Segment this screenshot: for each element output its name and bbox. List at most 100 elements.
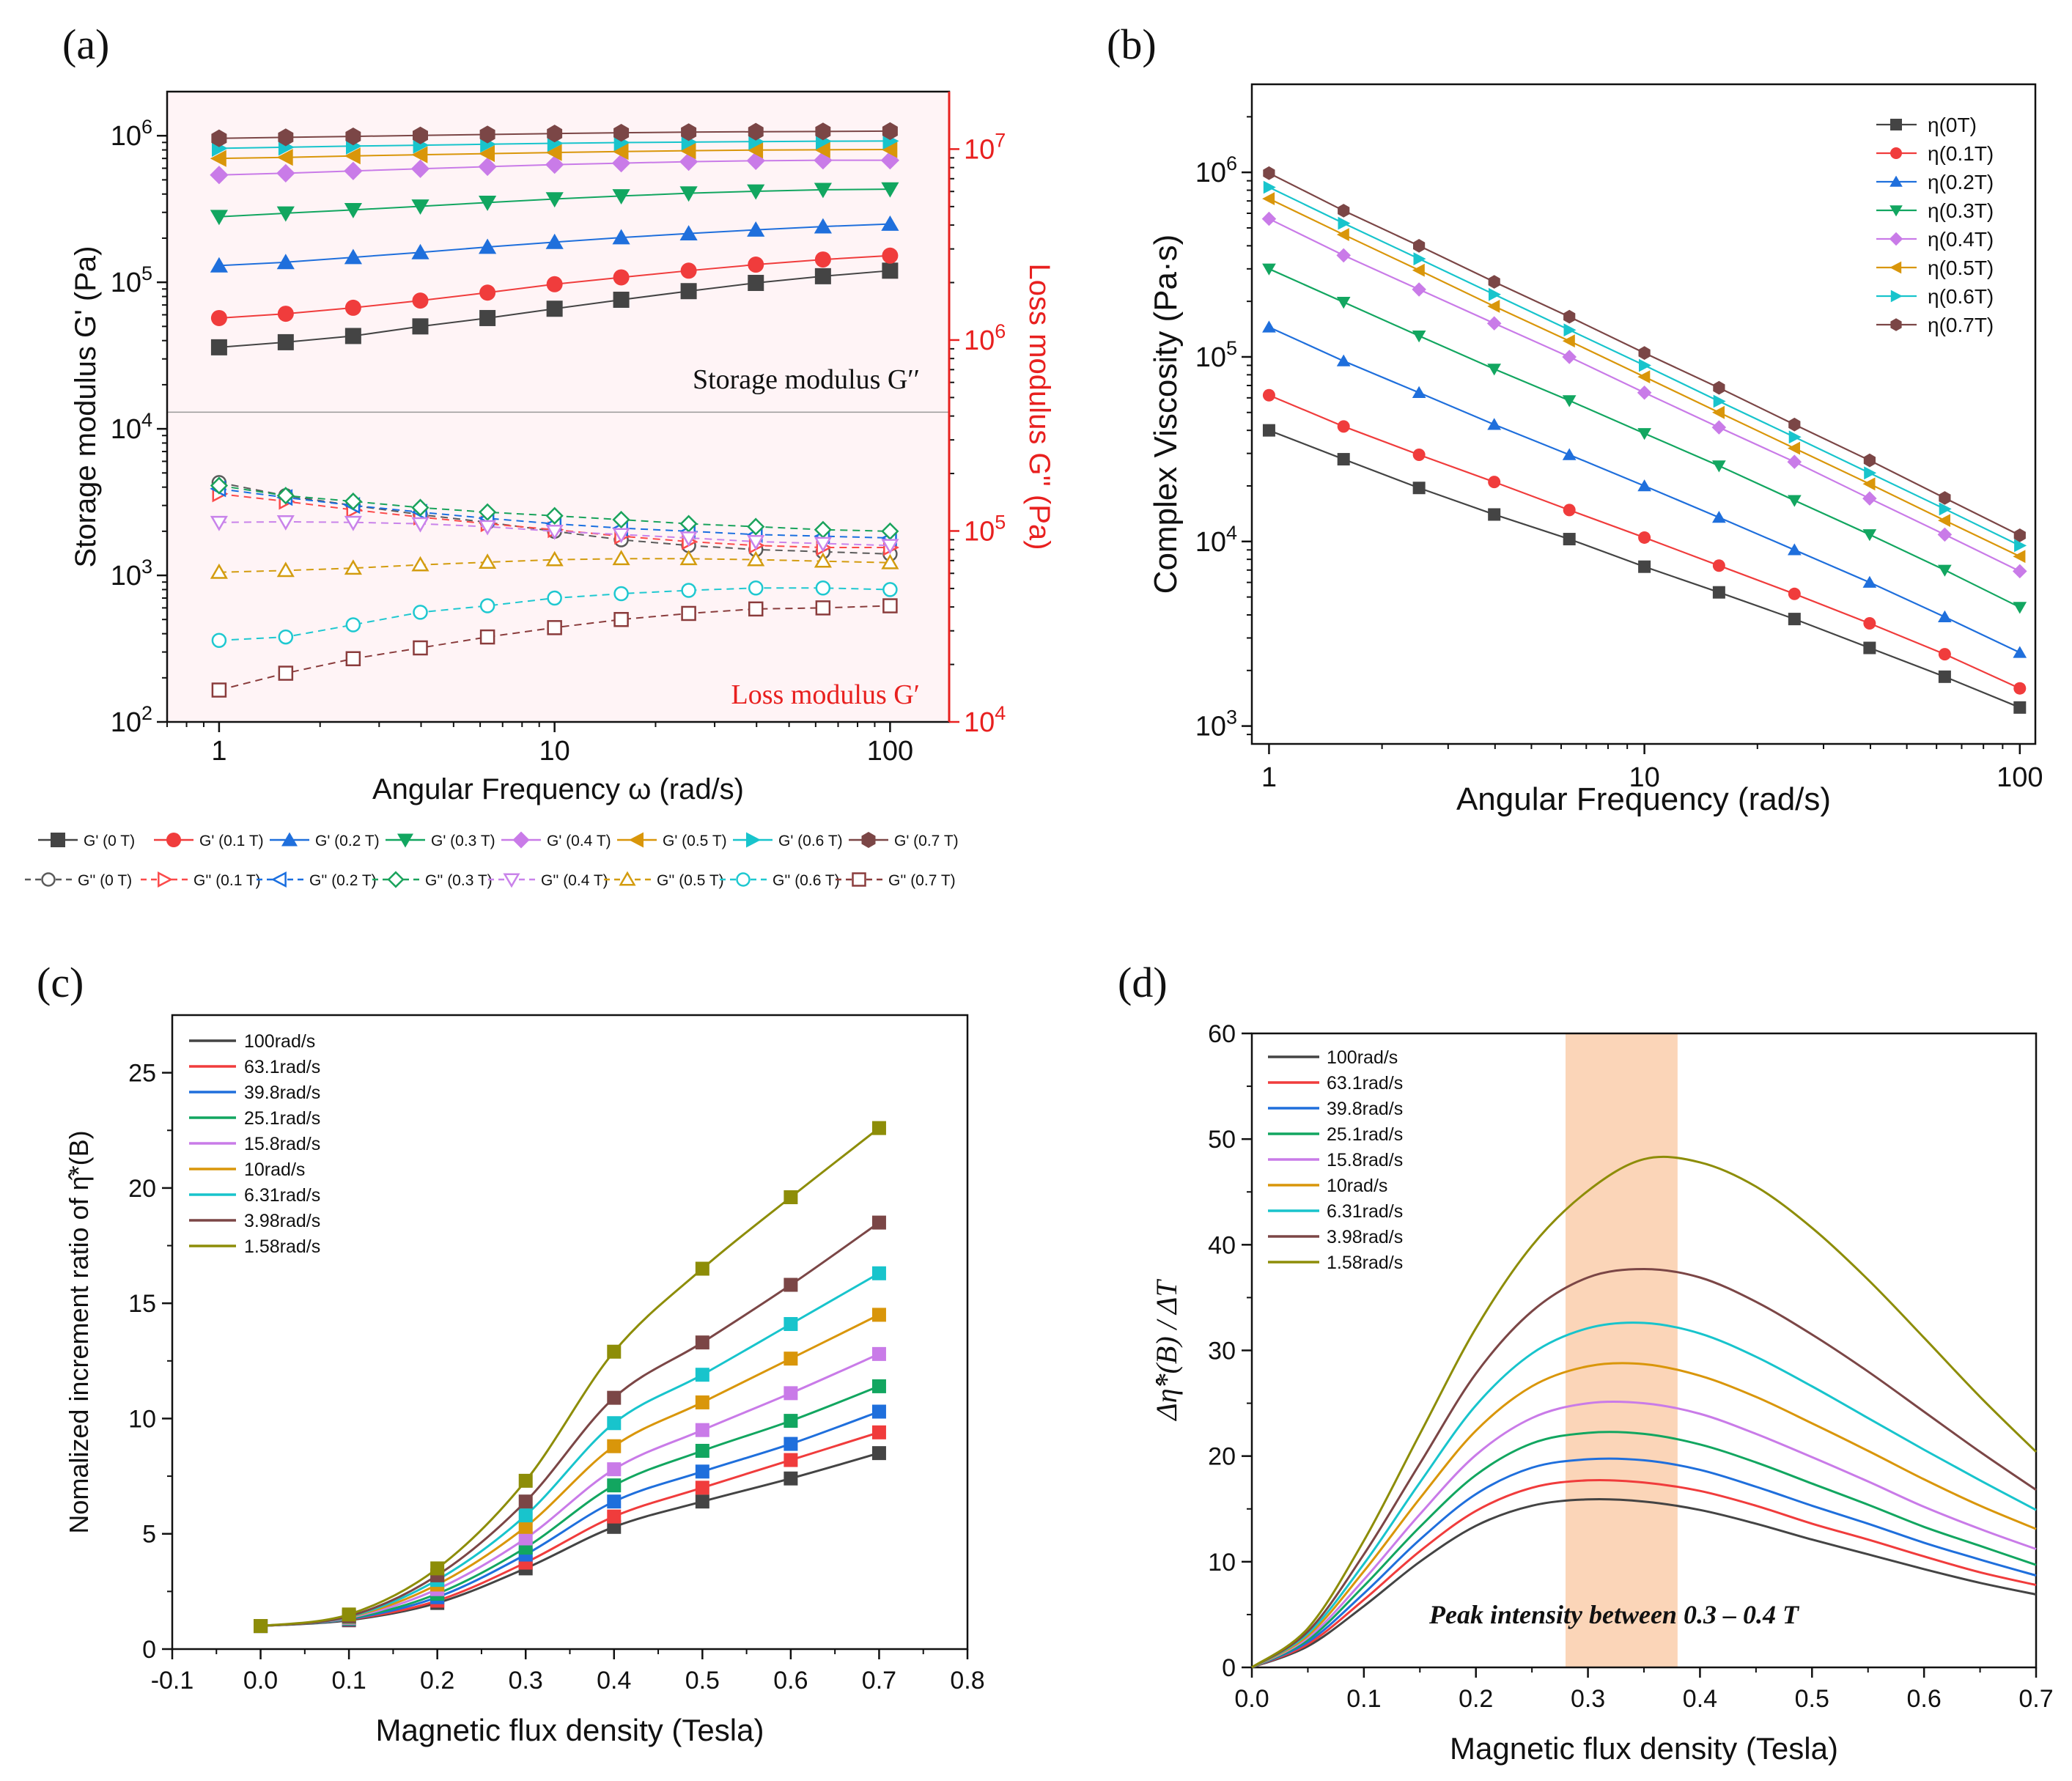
data-point (871, 1425, 886, 1439)
x-tick-label: 0.3 (1571, 1685, 1605, 1713)
data-point (1336, 297, 1351, 309)
plot-frame (171, 1014, 969, 1651)
data-point (695, 1464, 709, 1479)
x-tick-label: 10 (539, 736, 570, 767)
data-point (1637, 370, 1651, 384)
data-point (1412, 386, 1426, 398)
legend-label: η(0.5T) (1928, 257, 1994, 279)
data-point-storage (814, 268, 831, 284)
data-point (784, 1352, 798, 1366)
legend-label: G' (0.6 T) (778, 833, 843, 849)
legend-marker (1889, 205, 1903, 217)
data-point-storage (612, 143, 629, 161)
y-tick-label: 106 (1195, 152, 1237, 188)
data-point-loss (545, 550, 564, 567)
legend-label: G'' (0.5 T) (657, 872, 724, 889)
data-point-loss (814, 536, 832, 553)
data-point-loss (276, 515, 295, 531)
data-point (1863, 453, 1876, 468)
data-point (1563, 533, 1576, 546)
data-point (1336, 228, 1349, 241)
data-point-loss (881, 553, 899, 569)
data-point-storage (276, 163, 295, 182)
data-point (1639, 358, 1651, 372)
data-point (1487, 364, 1501, 376)
data-point-storage (679, 186, 698, 202)
data-point-storage (748, 275, 764, 292)
panel-label-d: (d) (1118, 959, 1168, 1006)
data-point-storage (814, 182, 832, 199)
data-point-loss (681, 583, 696, 598)
y-tick-label: 102 (111, 702, 152, 738)
data-point (1788, 495, 1802, 507)
legend-label: η(0.1T) (1928, 142, 1994, 165)
series-line (1251, 1400, 2037, 1669)
data-point-storage (545, 155, 564, 174)
data-point-loss (278, 665, 294, 681)
y-tick-label: 50 (1208, 1126, 1236, 1154)
data-point-loss (882, 582, 898, 597)
data-point (871, 1266, 886, 1280)
data-point (254, 1619, 268, 1634)
legend-label: G' (0.1 T) (199, 833, 264, 849)
data-point-storage (613, 269, 630, 286)
data-point (1413, 252, 1426, 266)
legend-marker (166, 833, 181, 847)
y-tick-label: 10 (128, 1405, 156, 1433)
data-point (1263, 180, 1276, 194)
legend-label: G'' (0.1 T) (193, 872, 261, 889)
legend-label: G' (0.4 T) (547, 833, 611, 849)
data-point-storage (278, 128, 294, 147)
data-point (1862, 477, 1876, 491)
data-point (1938, 514, 1950, 527)
x-tick-label: 1 (211, 736, 226, 767)
series-line (1251, 1478, 2037, 1669)
data-point (1261, 211, 1277, 226)
data-point-loss (747, 517, 765, 536)
legend-label: η(0.6T) (1928, 285, 1994, 308)
legend-marker (41, 872, 56, 887)
data-point (607, 1509, 622, 1524)
data-point (871, 1346, 886, 1361)
data-point (518, 1508, 533, 1523)
x-tick-label: 100 (1997, 762, 2043, 793)
annotation-loss: Loss modulus G′ (731, 679, 920, 710)
data-point (1788, 613, 1801, 626)
y2-axis-label: Loss modulus G'' (Pa) (1023, 264, 1055, 550)
data-point (1562, 350, 1577, 364)
legend-label: 6.31rad/s (244, 1185, 320, 1206)
data-point-storage (479, 145, 495, 163)
data-point-storage (344, 161, 363, 180)
chart-panel-b: 1 10 100 103 104 105 106 Angular Frequency (rad… (1148, 83, 2043, 817)
x-tick-label: 0.4 (1683, 1685, 1717, 1713)
y2-tick-label: 106 (964, 320, 1006, 356)
data-point-loss (613, 586, 629, 602)
data-point (1262, 424, 1275, 437)
series-line (1251, 1362, 2037, 1669)
data-point (1488, 476, 1501, 489)
data-point-loss (815, 580, 831, 596)
data-point (1337, 420, 1350, 433)
data-point-storage (276, 206, 295, 222)
data-point-storage (410, 159, 430, 178)
legend-label: 15.8rad/s (244, 1134, 320, 1154)
data-point (1938, 564, 1952, 577)
data-point-storage (478, 157, 497, 177)
y-tick-label: 104 (111, 409, 152, 445)
data-point (1488, 275, 1500, 289)
legend-marker (397, 833, 413, 848)
data-point-loss (479, 520, 497, 536)
data-point-loss (748, 601, 764, 617)
data-point-loss (344, 515, 362, 531)
data-point-loss (748, 580, 764, 596)
data-point (1864, 466, 1877, 480)
data-point-storage (479, 196, 497, 211)
data-point (1413, 239, 1426, 253)
legend-label: 15.8rad/s (1327, 1150, 1403, 1170)
series-line (1251, 1267, 2037, 1669)
data-point (784, 1471, 798, 1486)
x-axis-label: Angular Frequency (rad/s) (1456, 781, 1831, 817)
data-point (1562, 448, 1577, 460)
data-point (2013, 550, 2026, 564)
data-point (1788, 543, 1802, 556)
